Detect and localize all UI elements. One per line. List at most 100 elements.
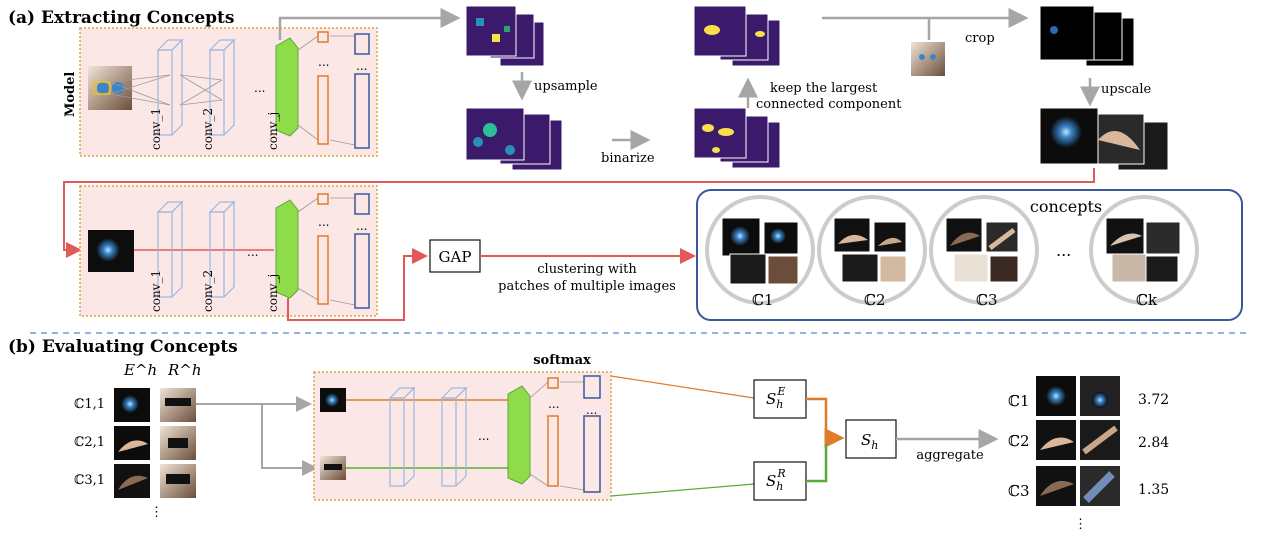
- ellipsis-b2: ...: [318, 215, 329, 229]
- upsample-label: upsample: [534, 79, 598, 94]
- arrow-rh-to-model: [261, 404, 318, 476]
- ellipsis-c2: ...: [548, 397, 559, 411]
- eval-patch-r2: [160, 426, 196, 460]
- heatmaps-raw: [465, 5, 545, 67]
- cropped-patches: [1039, 5, 1135, 67]
- eval-patch-e2: [114, 426, 150, 460]
- concept-label-1: ℂ1: [752, 291, 773, 309]
- model-label: Model: [63, 72, 78, 117]
- score-box-shr: [753, 461, 807, 501]
- conv2-block-eval: [440, 386, 468, 487]
- convj-block-top: [275, 37, 299, 137]
- eval-patch-e3: [114, 464, 150, 498]
- output-top-node: [354, 33, 370, 55]
- rank-label-2: ℂ2: [1008, 432, 1029, 450]
- fc-top-node: [317, 31, 329, 43]
- conv1-label-mid: conv_1: [149, 270, 163, 312]
- arrow-shr-to-sh: [806, 444, 828, 483]
- arrow-to-heatmaps: [278, 8, 461, 40]
- ellipsis-a1: ...: [254, 81, 265, 95]
- rank-score-1: 3.72: [1138, 392, 1169, 408]
- eval-patch-r1: [160, 388, 196, 422]
- convj-block-mid: [275, 199, 299, 299]
- arrow-she-to-sh: [806, 397, 845, 448]
- upscaled-patches: [1039, 107, 1169, 171]
- cat-image-top: [88, 66, 132, 110]
- convj-label-top: conv_j: [266, 112, 280, 150]
- keep-label-2: connected component: [756, 97, 902, 112]
- concept-label-k: ℂk: [1136, 291, 1158, 309]
- fc-top-node-eval: [547, 377, 559, 389]
- heatmaps-upsampled: [465, 107, 563, 171]
- fc-connections-eval: [529, 381, 585, 491]
- fc-layer-mid: [317, 235, 329, 305]
- conv-connections-top: [109, 74, 223, 106]
- rank-patches-1: [1036, 376, 1120, 416]
- eval-patch-r3: [160, 464, 196, 498]
- keep-label-1: keep the largest: [770, 81, 878, 96]
- fc-connections-top: [297, 35, 356, 146]
- section-a-title: (a) Extracting Concepts: [8, 8, 234, 28]
- ellipsis-b1: ...: [247, 245, 258, 259]
- rank-label-3: ℂ3: [1008, 482, 1029, 500]
- ellipsis-c3: ...: [586, 403, 597, 417]
- rank-patches-3: [1036, 466, 1120, 506]
- output-layer-top: [354, 73, 370, 149]
- rank-ellipsis: ⋮: [1074, 517, 1087, 532]
- col-header-r: R^h: [167, 361, 202, 379]
- output-top-node-mid: [354, 193, 370, 215]
- conv2-label-top: conv_2: [201, 108, 215, 150]
- ellipsis-a2: ...: [318, 55, 329, 69]
- conv2-block-mid: [208, 200, 236, 298]
- col-header-e: E^h: [123, 361, 157, 379]
- conv2-label-mid: conv_2: [201, 270, 215, 312]
- patch-image-mid: [88, 230, 134, 272]
- conv1-block-mid: [156, 200, 184, 298]
- crop-label: crop: [965, 31, 995, 46]
- eval-patch-e1: [114, 388, 150, 422]
- eval-model-input-e: [320, 388, 346, 412]
- aggregate-label: aggregate: [916, 448, 984, 463]
- convj-label-mid: conv_j: [266, 274, 280, 312]
- output-top-node-eval: [583, 375, 601, 399]
- concept-cluster-1: [705, 195, 815, 305]
- row-label-2: ℂ2,1: [74, 435, 105, 450]
- row-label-3: ℂ3,1: [74, 473, 105, 488]
- ellipsis-b3: ...: [356, 219, 367, 233]
- concept-cluster-2: [817, 195, 927, 305]
- rank-label-1: ℂ1: [1008, 392, 1029, 410]
- softmax-label: softmax: [533, 353, 591, 368]
- upscale-label: upscale: [1101, 82, 1152, 97]
- gap-label: GAP: [439, 248, 472, 266]
- eval-model-input-r: [320, 456, 346, 480]
- masks-binarized: [693, 107, 781, 169]
- rank-patches-2: [1036, 420, 1120, 460]
- output-layer-mid: [354, 233, 370, 309]
- conv1-block-eval: [388, 386, 416, 487]
- convj-block-eval: [507, 385, 531, 485]
- row-label-1: ℂ1,1: [74, 397, 105, 412]
- conv2-block-top: [208, 38, 236, 136]
- clustering-label-1: clustering with: [537, 262, 637, 277]
- score-box-she: [753, 379, 807, 419]
- concepts-title: concepts: [1030, 197, 1102, 216]
- binarize-label: binarize: [601, 151, 655, 166]
- fc-layer-top: [317, 75, 329, 145]
- arrow-back-to-model: [63, 168, 1095, 258]
- softmax-to-shr: [610, 483, 755, 497]
- softmax-to-she: [610, 375, 755, 399]
- fc-layer-eval: [547, 415, 559, 487]
- concept-cluster-3: [929, 195, 1039, 305]
- concept-cluster-k: [1089, 195, 1199, 305]
- score-she-label: ShE: [766, 385, 785, 411]
- rank-score-2: 2.84: [1138, 435, 1169, 451]
- score-box-sh: [845, 419, 897, 459]
- concept-ellipsis: ...: [1056, 241, 1071, 260]
- fc-connections-mid: [297, 197, 356, 306]
- rows-ellipsis: ⋮: [150, 505, 163, 520]
- clustering-label-2: patches of multiple images: [498, 279, 676, 294]
- rank-score-3: 1.35: [1138, 482, 1169, 498]
- output-layer-eval: [583, 415, 601, 493]
- masks-largest-component: [693, 5, 781, 67]
